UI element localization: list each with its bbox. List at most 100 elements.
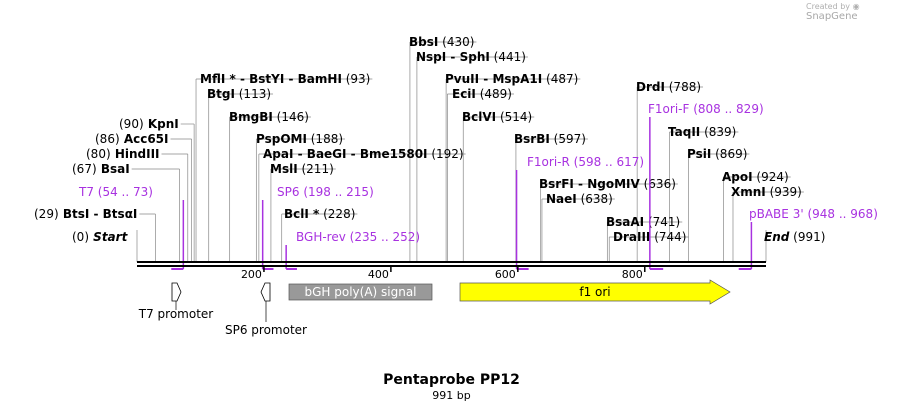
site-label[interactable]: (86) Acc65I	[95, 132, 169, 146]
site-label[interactable]: (29) BtsI - BtsαI	[34, 207, 137, 221]
site-label-text: ApoI (924)	[722, 170, 789, 184]
primer-name: pBABE 3'	[749, 207, 804, 221]
site-label-text: BsrFI - NgoMIV (636)	[539, 177, 676, 191]
site-separator: -	[574, 177, 583, 191]
site-label[interactable]: MflI * - BstYI - BamHI (93)	[200, 72, 370, 86]
enzyme-name: EciI	[452, 87, 476, 101]
site-label-text: (67) BsaI	[72, 162, 130, 176]
site-label[interactable]: NspI - SphI (441)	[416, 50, 526, 64]
primer-range: (54 .. 73)	[94, 185, 153, 199]
enzyme-name: MflI *	[200, 72, 236, 86]
site-label[interactable]: ApoI (924)	[722, 170, 789, 184]
site-separator: -	[89, 207, 98, 221]
site-label[interactable]: NaeI (638)	[546, 192, 613, 206]
feature-sp6-promoter[interactable]: SP6 promoter	[225, 282, 307, 337]
site-label-text: BsaAI (741)	[606, 215, 680, 229]
enzyme-name: MspA1I	[488, 72, 542, 86]
enzyme-name: PspOMI	[256, 132, 307, 146]
primer-range: (198 .. 215)	[300, 185, 374, 199]
primer-label: pBABE 3' (948 .. 968)	[749, 207, 878, 221]
site-label[interactable]: BclVI (514)	[462, 110, 532, 124]
site-label[interactable]: DrdI (788)	[636, 80, 701, 94]
site-label-text: End (991)	[764, 230, 825, 244]
primer-f1ori-r[interactable]: F1ori-R (598 .. 617)	[515, 155, 645, 270]
primer-f1ori-f[interactable]: F1ori-F (808 .. 829)	[648, 102, 764, 270]
site-label[interactable]: TaqII (839)	[668, 125, 736, 139]
site-label[interactable]: BmgBI (146)	[229, 110, 309, 124]
map-size: 991 bp	[432, 389, 471, 402]
enzyme-name: DraIII	[613, 230, 650, 244]
site-position: (636)	[640, 177, 676, 191]
endpoint-name: Start	[89, 230, 129, 244]
site-label[interactable]: (80) HindIII	[86, 147, 160, 161]
site-position: (93)	[342, 72, 370, 86]
primer-range: (235 .. 252)	[346, 230, 420, 244]
enzyme-name: Acc65I	[120, 132, 169, 146]
promoter-arrow-icon	[171, 282, 182, 302]
site-position: (192)	[428, 147, 464, 161]
ruler-tick-label: 200	[241, 268, 262, 281]
site-label[interactable]: (67) BsaI	[72, 162, 130, 176]
site-position: (638)	[577, 192, 613, 206]
feature-bgh-poly-a-signal[interactable]: bGH poly(A) signal	[288, 283, 433, 301]
site-label[interactable]: BsrBI (597)	[514, 132, 586, 146]
enzyme-name: XmnI	[731, 185, 766, 199]
site-label[interactable]: EciI (489)	[452, 87, 512, 101]
enzyme-name: PvuII	[445, 72, 479, 86]
site-label[interactable]: BbsI (430)	[409, 35, 474, 49]
map-title: Pentaprobe PP12	[383, 372, 520, 388]
site-label[interactable]: (90) KpnI	[119, 117, 179, 131]
primer-t7[interactable]: T7 (54 .. 73)	[78, 185, 185, 270]
site-label[interactable]: XmnI (939)	[731, 185, 802, 199]
site-position: (991)	[789, 230, 825, 244]
site-label[interactable]: PsiI (869)	[687, 147, 747, 161]
site-position: (228)	[319, 207, 355, 221]
site-label-text: BsrBI (597)	[514, 132, 586, 146]
feature-t7-promoter[interactable]: T7 promoter	[138, 282, 214, 321]
feature-f1-ori[interactable]: f1 ori	[459, 279, 731, 305]
site-position: (839)	[700, 125, 736, 139]
site-label-text: (90) KpnI	[119, 117, 179, 131]
site-position: (113)	[235, 87, 271, 101]
site-position: (188)	[307, 132, 343, 146]
primer-name: F1ori-F	[648, 102, 689, 116]
primer-bgh-rev[interactable]: BGH-rev (235 .. 252)	[285, 230, 420, 270]
enzyme-name: ApaI	[263, 147, 293, 161]
enzyme-name: TaqII	[668, 125, 700, 139]
snapgene-logo-icon: ◉	[852, 2, 860, 11]
ruler-tick-label: 600	[495, 268, 516, 281]
primer-range: (808 .. 829)	[689, 102, 763, 116]
primer-sp6[interactable]: SP6 (198 .. 215)	[261, 185, 374, 270]
site-label-text: BbsI (430)	[409, 35, 474, 49]
site-label[interactable]: DraIII (744)	[613, 230, 686, 244]
site-label-text: BmgBI (146)	[229, 110, 309, 124]
site-label[interactable]: BclI * (228)	[284, 207, 355, 221]
enzyme-name: BtsαI	[98, 207, 137, 221]
site-label[interactable]: End (991)	[764, 230, 825, 244]
site-position: (86)	[95, 132, 120, 146]
enzyme-name: BsrFI	[539, 177, 574, 191]
site-label-text: DraIII (744)	[613, 230, 686, 244]
dna-backbone	[137, 261, 766, 267]
site-separator: -	[347, 147, 356, 161]
enzyme-name: ApoI	[722, 170, 753, 184]
site-label[interactable]: PvuII - MspA1I (487)	[445, 72, 578, 86]
site-separator: -	[446, 50, 455, 64]
site-label[interactable]: PspOMI (188)	[256, 132, 343, 146]
enzyme-name: NaeI	[546, 192, 577, 206]
enzyme-name: MslI	[270, 162, 298, 176]
site-labels: (0) Start End (991) (29) BtsI - BtsαI (67) …	[34, 35, 825, 244]
enzyme-name: BamHI	[293, 72, 341, 86]
site-label-text: NaeI (638)	[546, 192, 613, 206]
primer-pbabe-3-[interactable]: pBABE 3' (948 .. 968)	[738, 207, 878, 270]
site-label[interactable]: BtgI (113)	[207, 87, 271, 101]
site-label[interactable]: MslI (211)	[270, 162, 334, 176]
site-label[interactable]: BsrFI - NgoMIV (636)	[539, 177, 676, 191]
origin-arrow	[459, 279, 731, 305]
site-label[interactable]: BsaAI (741)	[606, 215, 680, 229]
site-label[interactable]: ApaI - BaeGI - Bme1580I (192)	[263, 147, 464, 161]
site-label[interactable]: (0) Start	[72, 230, 129, 244]
site-label-text: NspI - SphI (441)	[416, 50, 526, 64]
primer-name: F1ori-R	[527, 155, 570, 169]
site-label-text: MflI * - BstYI - BamHI (93)	[200, 72, 370, 86]
